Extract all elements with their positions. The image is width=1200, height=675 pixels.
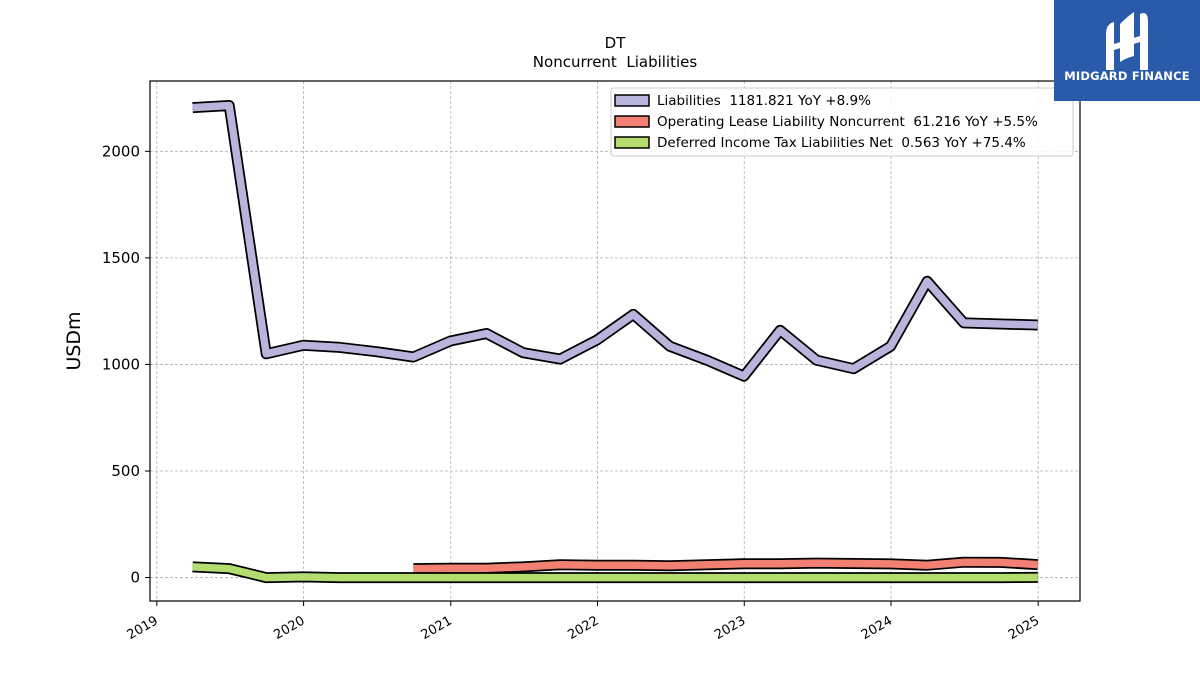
chart-title: DT xyxy=(605,34,627,52)
y-tick-label: 2000 xyxy=(102,142,140,160)
y-tick-label: 1000 xyxy=(102,355,140,373)
legend-swatch xyxy=(614,136,650,149)
legend-label: Deferred Income Tax Liabilities Net 0.56… xyxy=(657,135,1026,151)
grid xyxy=(150,81,1080,601)
x-tick-label: 2025 xyxy=(1006,613,1042,643)
brand-mark-icon xyxy=(1106,12,1148,70)
x-tick-label: 2021 xyxy=(419,613,455,643)
series-line xyxy=(192,563,1038,582)
series-line xyxy=(192,101,1038,380)
legend: Liabilities 1181.821 YoY +8.9% Operating … xyxy=(610,87,1074,157)
legend-box xyxy=(610,87,1074,157)
legend-swatch xyxy=(614,94,650,107)
brand-logo: MIDGARD FINANCE xyxy=(1054,0,1200,101)
x-tick-label: 2023 xyxy=(712,613,748,643)
chart-subtitle: Noncurrent Liabilities xyxy=(533,53,698,71)
plot-frame xyxy=(149,80,1081,602)
series-2 xyxy=(413,556,1039,575)
y-axis-label: USDm xyxy=(63,311,85,370)
y-tick-label: 500 xyxy=(111,462,140,480)
series-3 xyxy=(192,561,1038,584)
legend-swatch xyxy=(614,115,650,128)
series-1 xyxy=(192,100,1038,382)
y-tick-label: 1500 xyxy=(102,249,140,267)
y-tick-label: 0 xyxy=(130,569,140,587)
series-line xyxy=(413,558,1039,573)
x-tick-label: 2020 xyxy=(271,613,307,643)
x-tick-label: 2019 xyxy=(125,613,161,643)
series-group xyxy=(192,100,1039,584)
x-tick-label: 2022 xyxy=(565,613,601,643)
brand-name: MIDGARD FINANCE xyxy=(1064,69,1190,83)
legend-label: Liabilities 1181.821 YoY +8.9% xyxy=(657,93,871,109)
legend-label: Operating Lease Liability Noncurrent 61.… xyxy=(657,114,1038,130)
x-tick-label: 2024 xyxy=(859,613,895,643)
